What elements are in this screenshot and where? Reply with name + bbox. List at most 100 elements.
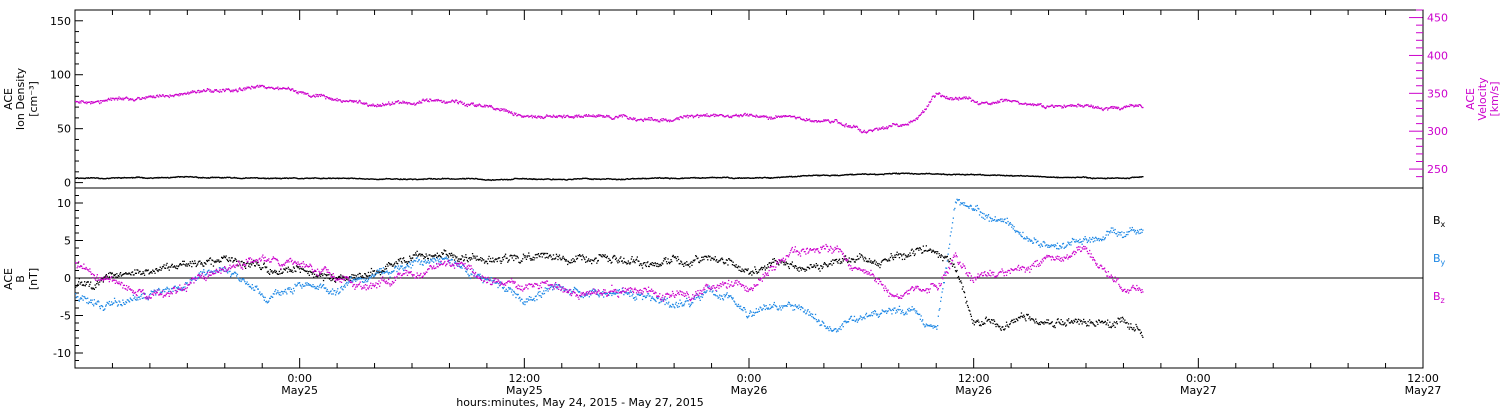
density-point <box>374 178 376 180</box>
density-point <box>699 177 701 179</box>
bx-point <box>1042 321 1044 324</box>
bx-point <box>823 262 826 264</box>
velocity-point <box>291 88 293 90</box>
bx-point <box>160 269 162 271</box>
bx-point <box>926 250 928 252</box>
density-point <box>93 177 95 179</box>
bx-point <box>878 263 880 265</box>
density-point <box>76 177 78 179</box>
by-point <box>219 267 221 269</box>
velocity-point <box>295 92 298 94</box>
density-point <box>449 178 451 180</box>
density-point <box>134 177 136 179</box>
velocity-point <box>306 92 308 95</box>
bx-point <box>587 259 589 262</box>
velocity-point <box>588 115 590 117</box>
velocity-point <box>462 103 465 105</box>
bx-point <box>677 256 679 258</box>
velocity-series <box>75 84 1144 134</box>
by-point <box>284 288 286 291</box>
velocity-point <box>425 99 427 101</box>
density-point <box>614 178 616 180</box>
bx-point <box>519 262 522 264</box>
by-point <box>269 297 271 300</box>
bx-point <box>324 277 326 279</box>
velocity-point <box>174 94 176 96</box>
bx-point <box>564 260 567 262</box>
bx-point <box>651 262 653 264</box>
density-point <box>457 178 459 180</box>
by-point <box>531 299 534 301</box>
density-point <box>353 177 355 179</box>
bx-point <box>1039 323 1041 326</box>
bx-point <box>612 257 614 259</box>
by-point <box>139 298 141 300</box>
by-point <box>233 273 235 275</box>
by-point <box>509 287 511 289</box>
velocity-point <box>99 102 101 105</box>
bx-point <box>987 318 990 321</box>
density-point <box>377 178 379 181</box>
bx-point <box>949 260 951 263</box>
by-point <box>160 291 162 293</box>
density-point <box>574 178 576 180</box>
by-point <box>347 282 349 284</box>
density-point <box>927 173 929 175</box>
bx-point <box>473 257 475 259</box>
bx-point <box>572 258 574 260</box>
velocity-point <box>921 112 923 114</box>
by-point <box>481 277 483 279</box>
by-point <box>491 280 493 282</box>
bx-point <box>352 274 355 276</box>
velocity-point <box>993 102 995 104</box>
velocity-point <box>218 91 221 93</box>
velocity-point <box>550 116 552 118</box>
density-point <box>422 178 424 181</box>
density-point <box>224 176 226 179</box>
density-point <box>458 178 460 180</box>
density-point <box>508 178 510 181</box>
density-point <box>1045 176 1047 178</box>
bx-point <box>251 261 253 263</box>
velocity-point <box>641 119 643 121</box>
velocity-point <box>495 109 497 111</box>
density-point <box>373 178 376 180</box>
bx-point <box>261 267 263 269</box>
density-point <box>1020 174 1022 177</box>
density-point <box>534 178 537 181</box>
bx-point <box>526 256 528 258</box>
bx-point <box>919 247 921 249</box>
by-point <box>285 291 287 293</box>
velocity-point <box>812 120 814 122</box>
bx-point <box>155 268 158 270</box>
by-point <box>528 296 531 298</box>
bx-point <box>1098 319 1100 322</box>
velocity-point <box>628 118 630 120</box>
bx-point <box>1008 326 1010 328</box>
by-point <box>467 273 469 275</box>
density-point <box>478 178 480 180</box>
velocity-point <box>1023 103 1025 105</box>
density-point <box>446 178 448 180</box>
density-point <box>1006 175 1008 177</box>
bx-point <box>835 258 838 261</box>
bx-point <box>476 255 478 257</box>
bx-point <box>683 262 686 265</box>
by-point <box>166 286 168 288</box>
bx-point <box>729 259 731 261</box>
velocity-point <box>949 98 951 101</box>
density-point <box>192 176 194 178</box>
velocity-point <box>1096 107 1098 109</box>
velocity-point <box>377 105 379 107</box>
velocity-point <box>680 115 682 118</box>
bx-point <box>389 264 391 266</box>
by-point <box>419 263 421 265</box>
bx-point <box>1130 323 1132 325</box>
velocity-point <box>1059 105 1061 107</box>
bx-point <box>844 255 846 257</box>
velocity-point <box>373 104 375 106</box>
velocity-point <box>406 101 408 104</box>
density-point <box>400 178 402 180</box>
bx-point <box>775 259 777 262</box>
bx-point <box>338 275 340 278</box>
